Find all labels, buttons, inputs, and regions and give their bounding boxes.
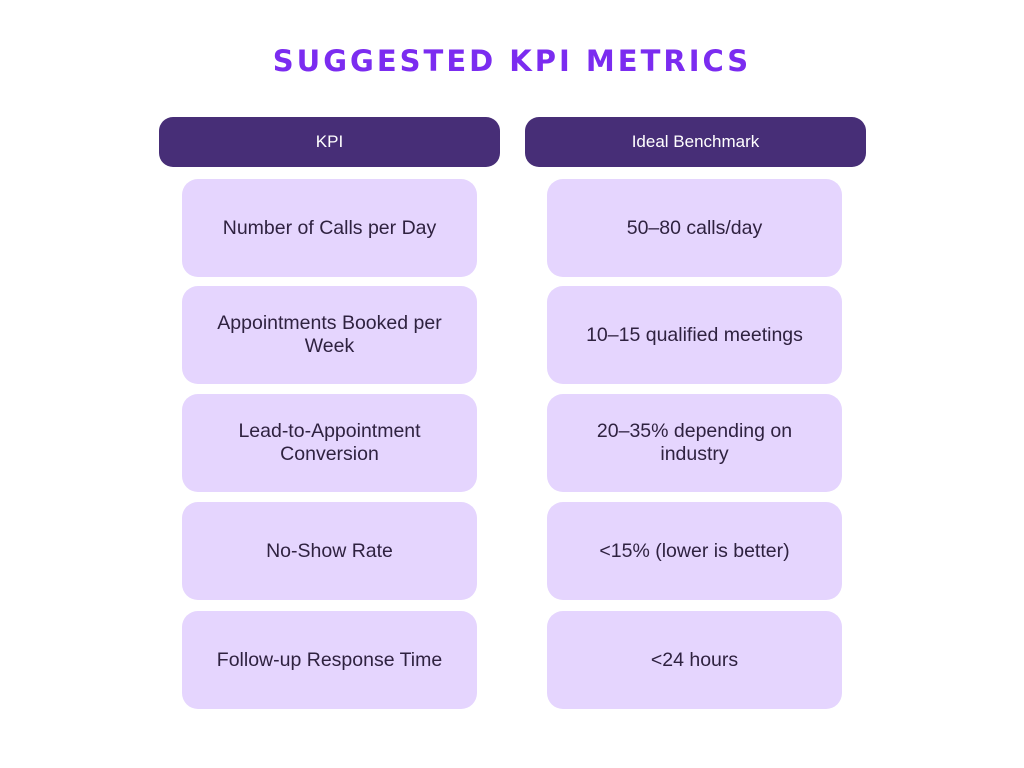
column-header-kpi: KPI (159, 117, 500, 167)
kpi-cell: Lead-to-Appointment Conversion (182, 394, 477, 492)
benchmark-cell: 50–80 calls/day (547, 179, 842, 277)
kpi-cell: Follow-up Response Time (182, 611, 477, 709)
benchmark-cell: 20–35% depending on industry (547, 394, 842, 492)
page-title: SUGGESTED KPI METRICS (272, 44, 752, 78)
benchmark-cell: <24 hours (547, 611, 842, 709)
kpi-cell: No-Show Rate (182, 502, 477, 600)
kpi-cell: Number of Calls per Day (182, 179, 477, 277)
kpi-cell: Appointments Booked per Week (182, 286, 477, 384)
benchmark-cell: 10–15 qualified meetings (547, 286, 842, 384)
benchmark-cell: <15% (lower is better) (547, 502, 842, 600)
column-header-benchmark: Ideal Benchmark (525, 117, 866, 167)
